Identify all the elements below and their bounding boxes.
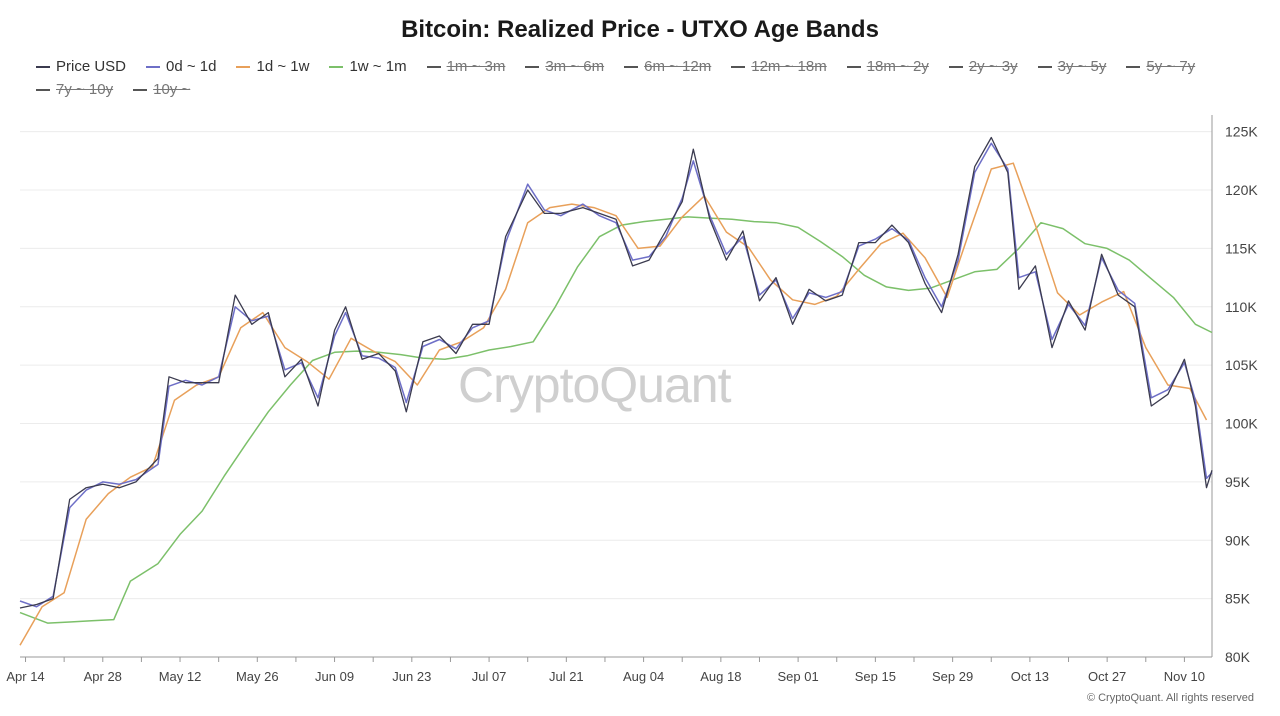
legend-label: 12m ~ 18m bbox=[751, 58, 827, 75]
legend-label: 1m ~ 3m bbox=[446, 58, 506, 75]
legend-label: 1d ~ 1w bbox=[256, 58, 310, 75]
x-tick-label: Sep 01 bbox=[778, 669, 819, 684]
legend-item[interactable]: 1w ~ 1m bbox=[329, 58, 407, 75]
x-tick-label: Apr 28 bbox=[84, 669, 122, 684]
x-tick-label: Aug 18 bbox=[700, 669, 741, 684]
legend-swatch bbox=[236, 65, 251, 68]
y-tick-label: 105K bbox=[1225, 357, 1258, 373]
legend-label: 5y ~ 7y bbox=[1146, 58, 1196, 75]
x-tick-label: Jul 07 bbox=[472, 669, 507, 684]
legend-label: 1w ~ 1m bbox=[349, 58, 407, 75]
legend-swatch bbox=[133, 88, 148, 91]
x-tick-label: Jul 21 bbox=[549, 669, 584, 684]
series-line-price-usd bbox=[19, 136, 1213, 609]
legend-item[interactable]: 3m ~ 6m bbox=[525, 58, 604, 75]
y-tick-label: 125K bbox=[1225, 124, 1258, 140]
legend-item[interactable]: 1d ~ 1w bbox=[236, 58, 309, 75]
x-tick-label: Oct 27 bbox=[1088, 669, 1126, 684]
legend-swatch bbox=[36, 88, 50, 91]
legend-label: 10y ~ bbox=[153, 81, 191, 98]
legend-label: 7y ~ 10y bbox=[56, 81, 114, 98]
legend-label: 0d ~ 1d bbox=[166, 58, 217, 75]
legend-item[interactable]: 0d ~ 1d bbox=[146, 58, 216, 75]
legend-item[interactable]: Price USD bbox=[36, 58, 126, 75]
chart-legend: Price USD 0d ~ 1d 1d ~ 1w 1w ~ 1m 1m ~ 3m 3m … bbox=[36, 58, 1266, 98]
x-tick-label: May 12 bbox=[159, 669, 202, 684]
legend-item[interactable]: 18m ~ 2y bbox=[846, 58, 929, 75]
legend-label: 3y ~ 5y bbox=[1057, 58, 1107, 75]
legend-swatch bbox=[624, 65, 639, 68]
x-tick-label: Aug 04 bbox=[623, 669, 664, 684]
legend-swatch bbox=[426, 65, 441, 68]
legend-label: Price USD bbox=[56, 58, 127, 75]
legend-swatch bbox=[1037, 65, 1052, 68]
legend-item[interactable]: 3y ~ 5y bbox=[1037, 58, 1107, 75]
legend-swatch bbox=[146, 65, 161, 68]
x-tick-label: May 26 bbox=[236, 669, 279, 684]
y-tick-label: 80K bbox=[1225, 649, 1251, 665]
legend-swatch bbox=[948, 65, 963, 68]
x-tick-label: Sep 15 bbox=[855, 669, 896, 684]
y-tick-label: 110K bbox=[1225, 299, 1257, 315]
chart-title: Bitcoin: Realized Price - UTXO Age Bands bbox=[401, 16, 879, 43]
legend-swatch bbox=[731, 65, 746, 68]
copyright-text: © CryptoQuant. All rights reserved bbox=[1086, 692, 1254, 704]
x-tick-label: Jun 23 bbox=[392, 669, 431, 684]
y-tick-label: 85K bbox=[1225, 591, 1251, 607]
y-tick-label: 90K bbox=[1225, 532, 1251, 548]
legend-swatch bbox=[846, 65, 861, 68]
legend-item[interactable]: 7y ~ 10y bbox=[36, 81, 113, 98]
x-tick-label: Jun 09 bbox=[315, 669, 354, 684]
series-line-1w-1m bbox=[19, 216, 1213, 624]
legend-item[interactable]: 5y ~ 7y bbox=[1126, 58, 1195, 75]
x-tick-label: Apr 14 bbox=[6, 669, 44, 684]
legend-item[interactable]: 6m ~ 12m bbox=[624, 58, 711, 75]
legend-swatch bbox=[36, 65, 50, 68]
legend-label: 18m ~ 2y bbox=[866, 58, 929, 75]
y-tick-label: 95K bbox=[1225, 474, 1251, 490]
y-tick-label: 100K bbox=[1225, 416, 1258, 432]
legend-label: 6m ~ 12m bbox=[644, 58, 712, 75]
legend-label: 3m ~ 6m bbox=[545, 58, 605, 75]
legend-swatch bbox=[329, 65, 344, 68]
legend-item[interactable]: 1m ~ 3m bbox=[426, 58, 506, 75]
x-tick-label: Sep 29 bbox=[932, 669, 973, 684]
y-tick-label: 115K bbox=[1225, 240, 1257, 256]
legend-label: 2y ~ 3y bbox=[968, 58, 1018, 75]
legend-swatch bbox=[1126, 65, 1141, 68]
legend-item[interactable]: 2y ~ 3y bbox=[948, 58, 1018, 75]
watermark: CryptoQuant bbox=[458, 357, 731, 413]
x-tick-label: Oct 13 bbox=[1011, 669, 1049, 684]
x-tick-label: Nov 10 bbox=[1164, 669, 1205, 684]
legend-item[interactable]: 10y ~ bbox=[133, 81, 190, 98]
y-tick-label: 120K bbox=[1225, 182, 1258, 198]
legend-item[interactable]: 12m ~ 18m bbox=[731, 58, 827, 75]
legend-swatch bbox=[525, 65, 540, 68]
